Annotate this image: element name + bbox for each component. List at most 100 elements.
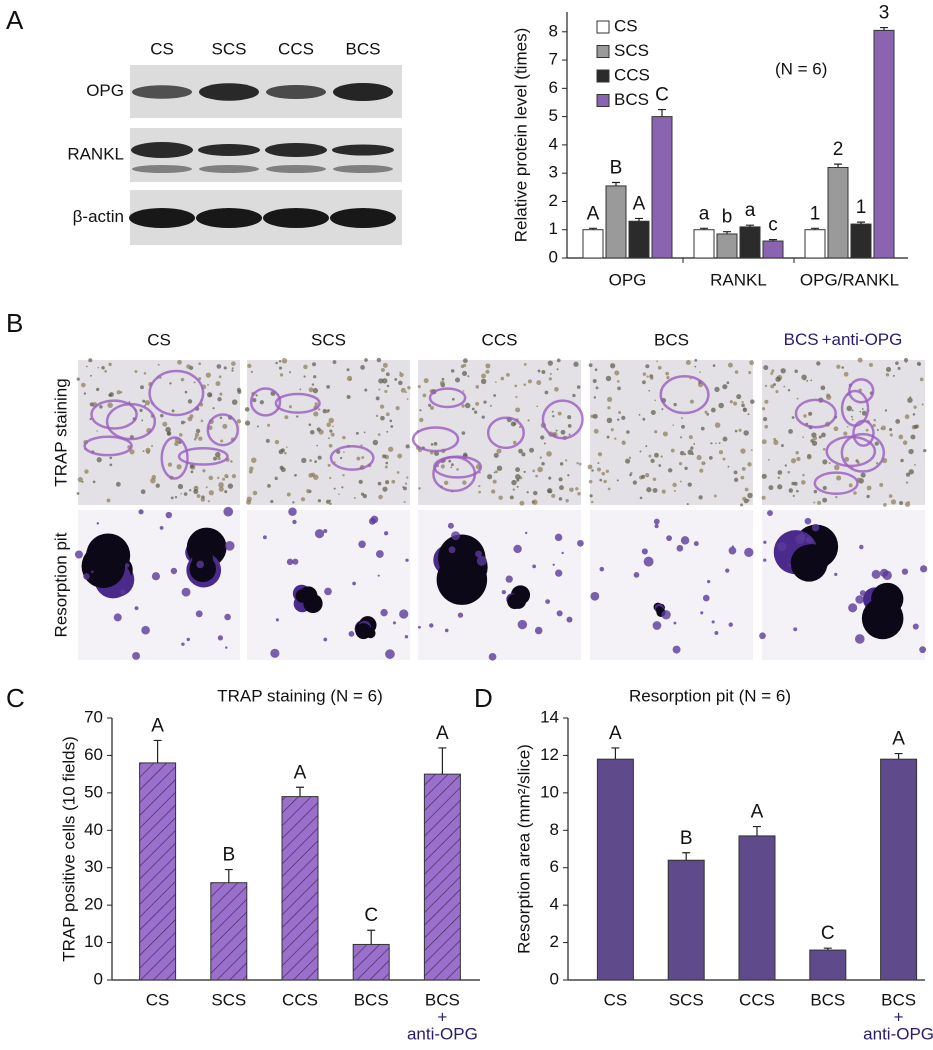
y-tick-label: 0 <box>94 969 103 988</box>
pit-speck <box>707 579 711 584</box>
cell-dot <box>787 470 791 474</box>
cell-dot <box>333 487 336 490</box>
cell-dot <box>642 372 647 376</box>
cell-dot <box>645 445 648 448</box>
pit-speck <box>418 625 421 629</box>
osteoclast <box>411 426 460 453</box>
cell-dot <box>312 362 317 367</box>
legend-swatch <box>596 20 610 34</box>
cell-dot <box>777 476 781 480</box>
pit-speck <box>170 567 178 575</box>
y-tick-label: 7 <box>549 50 558 69</box>
y-tick-label: 12 <box>540 745 559 764</box>
pit-speck <box>661 610 671 620</box>
cell-dot <box>177 359 182 365</box>
cell-dot <box>650 410 656 415</box>
cell-dot <box>274 439 280 445</box>
cell-dot <box>646 375 649 378</box>
annotation: (N = 6) <box>775 59 827 78</box>
bar <box>739 226 761 259</box>
cell-dot <box>771 369 775 373</box>
cell-dot <box>403 500 406 503</box>
cell-dot <box>872 423 876 427</box>
cell-dot <box>559 462 564 466</box>
pit-speck <box>920 565 928 573</box>
pit-speck <box>151 572 161 581</box>
blot-band <box>131 142 193 158</box>
cell-dot <box>816 361 821 366</box>
cell-dot <box>403 486 407 491</box>
cell-dot <box>826 393 831 398</box>
cell-dot <box>726 381 730 385</box>
pit-speck <box>288 507 297 516</box>
error-bar <box>438 747 447 775</box>
cell-dot <box>861 410 867 416</box>
significance-label: 2 <box>833 139 844 160</box>
cell-dot <box>614 370 620 376</box>
osteoclast <box>840 389 870 427</box>
cell-dot <box>451 397 455 401</box>
y-tick-label: 40 <box>84 820 103 839</box>
cell-dot <box>727 362 733 368</box>
lane-label: SCS <box>212 39 247 58</box>
osteoclast <box>659 375 710 415</box>
cell-dot <box>846 405 852 412</box>
cell-dot <box>810 379 813 382</box>
pit <box>365 628 376 639</box>
cell-dot <box>278 449 284 455</box>
pit-speck <box>270 648 280 658</box>
cell-dot <box>606 417 613 424</box>
cell-dot <box>738 428 742 432</box>
cell-dot <box>683 453 687 456</box>
cell-dot <box>708 456 713 460</box>
cell-dot <box>278 366 283 370</box>
error-bar <box>153 739 162 763</box>
cell-dot <box>212 407 215 410</box>
cell-dot <box>180 420 185 425</box>
cell-dot <box>428 403 432 407</box>
cell-dot <box>606 435 610 439</box>
cell-dot <box>787 388 791 392</box>
cell-dot <box>116 390 121 395</box>
cell-dot <box>834 464 840 471</box>
pit-speck <box>120 589 126 595</box>
y-tick-label: 70 <box>84 707 103 726</box>
cell-dot <box>115 481 121 487</box>
cell-dot <box>236 419 242 424</box>
cell-dot <box>510 421 516 427</box>
pit-speck <box>399 609 409 619</box>
pit-speck <box>447 522 454 529</box>
pit-speck <box>554 533 563 542</box>
cell-dot <box>230 460 233 463</box>
cell-dot <box>382 362 388 368</box>
cell-dot <box>605 469 610 473</box>
cell-dot <box>155 483 160 488</box>
cell-dot <box>597 462 600 465</box>
cell-dot <box>76 492 80 495</box>
pit-speck <box>181 642 185 646</box>
cell-dot <box>588 363 593 368</box>
cell-dot <box>648 389 651 392</box>
cell-dot <box>688 435 693 440</box>
cell-dot <box>851 409 854 412</box>
cell-dot <box>267 423 271 427</box>
error-bar <box>224 868 233 883</box>
pit-speck <box>444 628 449 633</box>
osteoclast <box>329 444 375 471</box>
cell-dot <box>648 454 652 458</box>
cell-dot <box>207 383 209 386</box>
cell-dot <box>275 361 278 365</box>
pit-speck <box>577 539 584 547</box>
cell-dot <box>471 407 475 411</box>
pit-speck <box>286 558 294 566</box>
panel-label: C <box>6 683 25 713</box>
cell-dot <box>641 474 646 479</box>
legend-swatch <box>596 45 610 58</box>
cell-dot <box>770 371 774 375</box>
cell-dot <box>907 501 910 504</box>
cell-dot <box>670 448 675 453</box>
cell-dot <box>405 391 407 393</box>
cell-dot <box>423 378 429 384</box>
pit-speck <box>859 590 866 596</box>
cell-dot <box>888 494 893 498</box>
